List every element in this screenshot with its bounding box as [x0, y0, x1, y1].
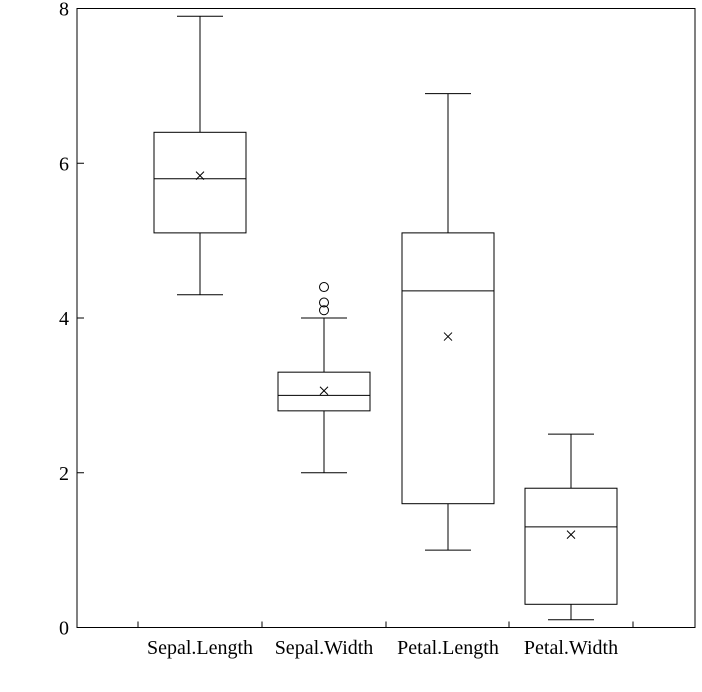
iqr-box-2	[401, 232, 495, 505]
y-tick-label-3: 6	[59, 153, 69, 175]
mean-marker-b-1	[319, 386, 329, 396]
y-tick-label-0: 0	[59, 618, 69, 640]
mean-marker-b-0	[195, 171, 205, 180]
plot-frame	[76, 8, 696, 628]
box-group-1	[277, 282, 371, 474]
iqr-box-3	[524, 487, 618, 605]
box-group-2	[401, 93, 495, 551]
box-layer	[153, 15, 618, 621]
outlier-point-1-2	[319, 282, 329, 293]
outlier-point-1-0	[319, 305, 329, 316]
y-tick-label-1: 2	[59, 463, 69, 485]
category-label-2: Petal.Length	[397, 637, 499, 659]
category-label-1: Sepal.Width	[275, 637, 374, 659]
iqr-box-1	[277, 371, 371, 412]
iqr-box-0	[153, 131, 247, 234]
y-tick-label-4: 8	[59, 0, 69, 21]
category-label-0: Sepal.Length	[147, 637, 253, 659]
box-group-0	[153, 15, 247, 296]
mean-marker-b-2	[443, 332, 453, 341]
box-group-3	[524, 433, 618, 621]
outlier-point-1-1	[319, 297, 329, 308]
y-tick-label-2: 4	[59, 308, 69, 330]
tick-layer: 0 2 4 6 8	[59, 0, 634, 640]
category-label-layer: Sepal.Length Sepal.Width Petal.Length Petal…	[147, 637, 618, 659]
mean-marker-b-3	[566, 530, 576, 540]
category-label-3: Petal.Width	[524, 637, 618, 659]
